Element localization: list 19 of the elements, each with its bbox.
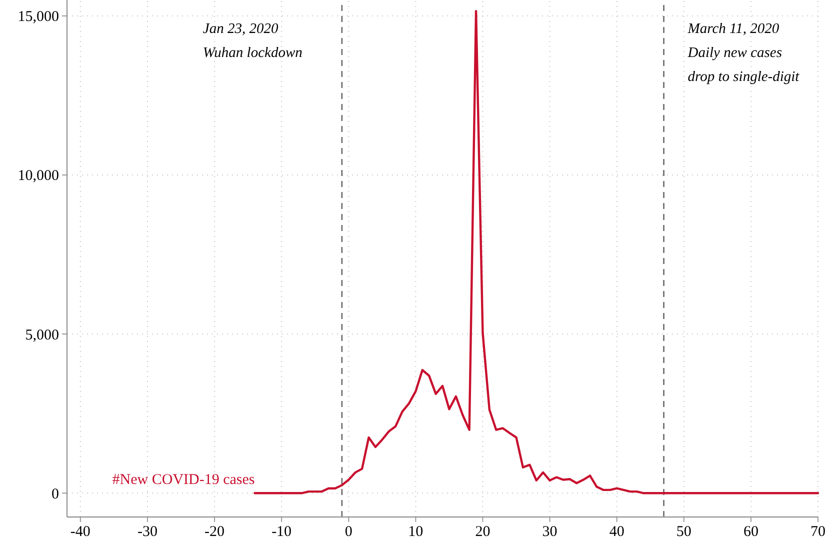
- x-tick-label: -20: [204, 524, 225, 540]
- x-tick-label: 10: [408, 524, 424, 540]
- y-tick-label: 15,000: [18, 9, 59, 26]
- ref-line-label: Jan 23, 2020 Wuhan lockdown: [202, 21, 302, 61]
- ref-line-label: March 11, 2020 Daily new cases drop to single-digit: [686, 21, 800, 85]
- x-tick-label: 70: [810, 524, 826, 540]
- x-tick-label: -30: [137, 524, 158, 540]
- x-tick-label: 60: [743, 524, 758, 540]
- y-tick-label: 10,000: [18, 168, 59, 184]
- series-label: #New COVID-19 cases: [112, 472, 255, 488]
- y-tick-label: 5,000: [25, 327, 59, 344]
- y-tick-label: 0: [52, 486, 59, 502]
- x-tick-label: -40: [70, 524, 90, 540]
- x-tick-label: 50: [676, 524, 692, 540]
- x-tick-label: -10: [272, 524, 292, 540]
- x-tick-label: 30: [542, 524, 558, 540]
- x-tick-label: 40: [609, 524, 624, 540]
- x-tick-label: 20: [475, 524, 490, 540]
- x-tick-label: 0: [344, 524, 352, 540]
